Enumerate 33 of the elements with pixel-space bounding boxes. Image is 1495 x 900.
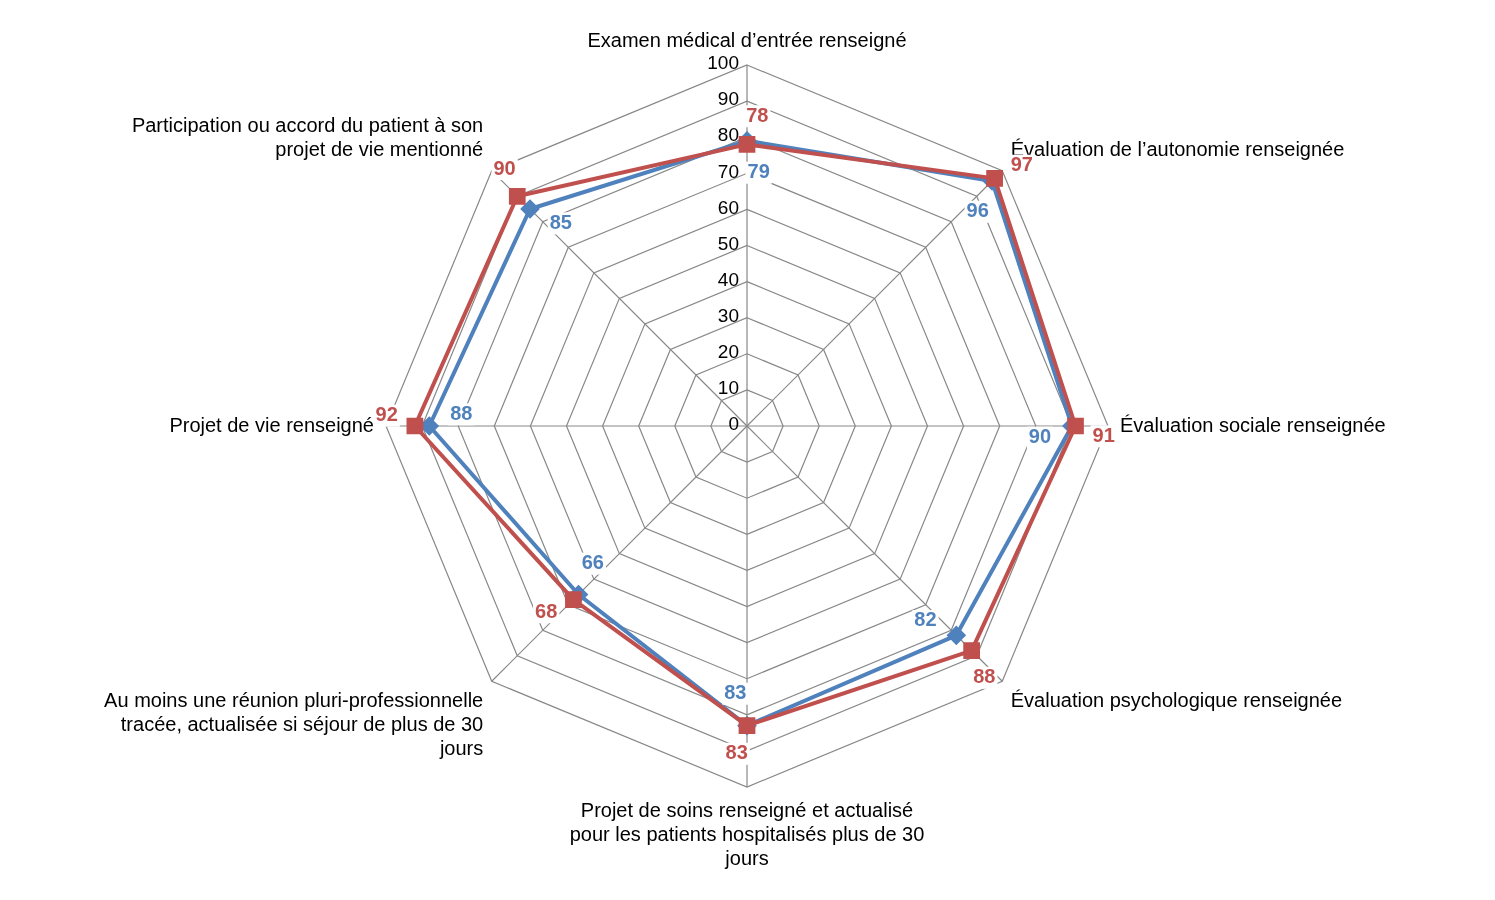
y-tick-label: 50 (717, 232, 739, 254)
spoke-label: Participation ou accord du patient à son projet de vie mentionné (131, 113, 484, 160)
y-tick-label: 20 (717, 341, 739, 363)
spoke-label: Examen médical d’entrée renseigné (587, 28, 907, 51)
spoke-label: Projet de soins renseigné et actualisé pour les patients hospitalisés plus de 30 jours (569, 798, 925, 869)
data-label: 79 (747, 160, 770, 183)
y-tick-label: 80 (717, 124, 739, 146)
data-label: 88 (973, 665, 996, 688)
y-tick-label: 0 (728, 413, 739, 435)
spoke-label: Évaluation sociale renseignée (1120, 413, 1386, 436)
data-label: 90 (493, 156, 516, 179)
data-label: 68 (535, 599, 558, 622)
spoke-label: Évaluation psychologique renseignée (1010, 689, 1343, 712)
data-label: 91 (1092, 423, 1115, 446)
y-tick-label: 90 (717, 88, 739, 110)
data-label: 92 (375, 403, 398, 426)
data-label: 88 (450, 401, 473, 424)
data-label: 83 (725, 741, 748, 764)
y-tick-label: 100 (707, 52, 739, 74)
data-label: 66 (581, 551, 604, 574)
spoke-label: Au moins une réunion pluri-professionnelle tracée, actualisée si séjour de plus de 30 jours (104, 689, 484, 760)
data-label: 78 (746, 103, 769, 126)
y-tick-label: 10 (717, 377, 739, 399)
y-tick-label: 60 (717, 196, 739, 218)
y-tick-label: 30 (717, 304, 739, 326)
y-tick-label: 40 (717, 268, 739, 290)
data-label: 82 (914, 608, 937, 631)
data-label: 90 (1028, 425, 1052, 448)
data-label: 96 (966, 199, 989, 222)
y-tick-label: 70 (717, 160, 739, 182)
spoke-label: Projet de vie renseigné (169, 413, 374, 436)
data-label: 85 (549, 210, 572, 233)
data-label: 83 (724, 681, 747, 704)
